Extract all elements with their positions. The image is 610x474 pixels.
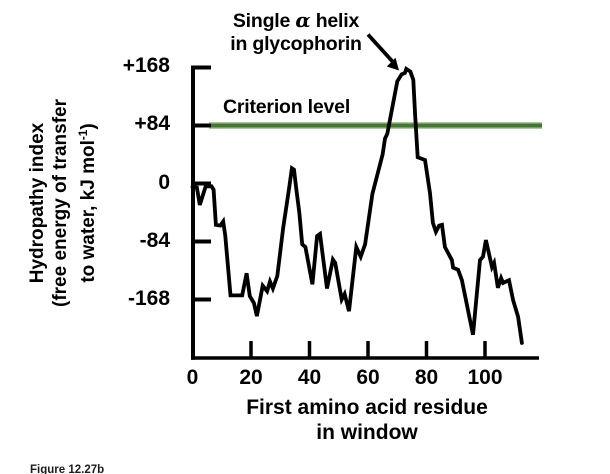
y-axis-title-line1: Hydropathy index (26, 122, 48, 284)
x-tick-label-0: 0 (186, 366, 199, 389)
x-tick-label-60: 60 (356, 366, 380, 389)
annotation-arrow-head (386, 57, 399, 71)
y-axis-title: Hydropathy index (free energy of transfe… (26, 99, 100, 307)
x-axis-title-line2: in window (316, 421, 418, 444)
x-tick-label-20: 20 (239, 366, 263, 389)
x-tick-label-40: 40 (297, 366, 322, 389)
x-axis-title-line1: First amino acid residue (246, 396, 488, 419)
y-axis-title-line2: (free energy of transfer (49, 98, 71, 308)
annotation-arrow-shaft (366, 33, 394, 63)
annotation-line2: in glycophorin (230, 33, 362, 55)
y-tick-label-+168: +168 (122, 54, 170, 78)
figure-caption: Figure 12.27b (30, 464, 105, 474)
x-tick-label-100: 100 (467, 366, 503, 389)
x-axis-title: First amino acid residue in window (246, 395, 488, 445)
criterion-level-label: Criterion level (223, 96, 351, 118)
hydropathy-curve (190, 65, 524, 345)
alpha-symbol: α (295, 8, 311, 32)
y-tick-label-0: 0 (158, 170, 170, 194)
x-tick-label-80: 80 (414, 366, 439, 389)
y-tick-label--84: -84 (139, 228, 170, 252)
annotation-single-alpha-helix: Single α helix in glycophorin (230, 9, 362, 56)
annotation-line1: Single α helix (232, 8, 360, 33)
y-tick-label--168: -168 (127, 286, 170, 310)
y-tick-label-+84: +84 (134, 112, 170, 136)
